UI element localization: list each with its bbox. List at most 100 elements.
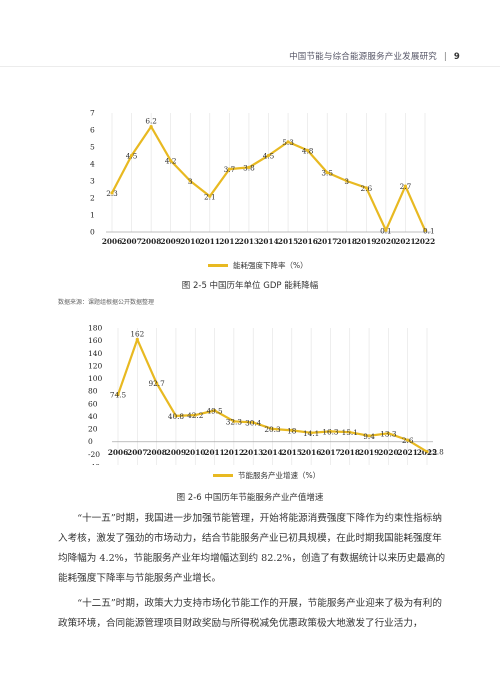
running-header: 中国节能与综合能源服务产业发展研究 | 9 <box>289 50 460 62</box>
figure-2-5-caption: 图 2-5 中国历年单位 GDP 能耗降幅 <box>181 281 319 291</box>
chart1-data-label: 2.1 <box>204 192 216 201</box>
chart2-data-label: 32.3 <box>226 417 243 426</box>
chart2-data-point <box>174 414 178 418</box>
chart2-data-point <box>251 420 255 425</box>
chart2-ytick-label: -40 <box>88 463 100 466</box>
chart2-data-label: 18 <box>287 426 297 435</box>
chart2-ytick-label: 140 <box>88 349 103 358</box>
chart1-data-point <box>149 125 153 129</box>
chart2-data-point <box>212 408 217 413</box>
chart2-data-label: 15.1 <box>342 428 358 437</box>
chart1-data-point <box>325 170 329 175</box>
chart2-data-point <box>193 413 197 417</box>
chart2-xtick-label: 2019 <box>359 448 379 457</box>
chart1-xtick-label: 2021 <box>395 237 415 246</box>
chart1-data-label: 2.6 <box>361 184 373 193</box>
chart2-data-label: 14.1 <box>303 429 319 438</box>
chart2-data-label: 20.3 <box>264 425 281 434</box>
chart2-xtick-label: 2008 <box>146 448 166 457</box>
chart1-data-label: 0.1 <box>423 226 435 235</box>
chart1-ytick-label: 3 <box>90 177 95 186</box>
chart1-legend-swatch <box>208 264 228 267</box>
chart1-ytick-label: 5 <box>90 143 95 152</box>
chart2-xtick-label: 2010 <box>185 448 205 457</box>
chart1-data-label: 4.5 <box>263 152 275 161</box>
chart1-data-point <box>384 228 388 232</box>
chart1-data-label: 4.5 <box>126 152 138 161</box>
chart2-ytick-label: 100 <box>88 374 103 383</box>
chart2-xtick-label: 2007 <box>127 448 147 457</box>
chart2-legend-label: 节能服务产业增速（%） <box>238 471 321 480</box>
chart-energy-intensity: 0 1 2 3 4 5 6 7 2006 2007 2008 2009 2010 2011 2012 2013… <box>90 109 435 247</box>
chart1-xtick-label: 2012 <box>219 237 239 246</box>
chart2-data-label: -15.8 <box>425 448 444 457</box>
chart1-data-label: 5.3 <box>282 138 294 147</box>
chart2-data-point <box>270 427 275 431</box>
chart1-xtick-label: 2014 <box>258 237 278 246</box>
chart2-ytick-label: 0 <box>88 437 93 446</box>
chart2-xtick-label: 2006 <box>108 448 128 457</box>
chart1-legend-label: 能耗强度下降率（%） <box>233 261 308 270</box>
chart2-data-label: 162 <box>130 329 144 338</box>
chart1-data-label: 4.2 <box>165 157 177 166</box>
chart-service-growth: 180160140120100806040200-20-402006200720… <box>88 324 444 466</box>
paragraph-11th-fyp: “十一五”时期，我国进一步加强节能管理，开始将能源消费强度下降作为约束性指标纳入… <box>58 513 446 584</box>
chart2-xtick-label: 2014 <box>262 448 282 457</box>
chart1-legend: 能耗强度下降率（%） <box>208 260 308 271</box>
chart2-ytick-label: 120 <box>88 361 103 370</box>
chart2-data-label: 74.5 <box>110 391 127 400</box>
chart2-ytick-label: 60 <box>88 399 98 408</box>
chart1-data-label: 3.7 <box>224 165 236 174</box>
chart1-data-point <box>227 167 231 171</box>
chart2-data-point <box>155 381 159 385</box>
chart2-data-label: 42.2 <box>187 411 203 420</box>
chart2-data-point <box>135 337 139 341</box>
chart1-xtick-label: 2016 <box>297 237 317 246</box>
chart2-data-label: 92.7 <box>149 379 166 388</box>
chart1-data-point <box>345 179 349 183</box>
chart1-ytick-label: 7 <box>90 109 95 118</box>
chart2-data-point <box>348 430 352 434</box>
chart1-xtick-label: 2015 <box>278 237 298 246</box>
chart2-xtick-label: 2016 <box>301 448 321 457</box>
chart1-data-point <box>110 191 114 195</box>
chart1-ytick-label: 0 <box>90 228 95 237</box>
chart1-xtick-label: 2013 <box>239 237 259 246</box>
chart1-data-point <box>306 148 310 152</box>
chart1-data-label: 3 <box>344 177 349 186</box>
chart2-ytick-label: 40 <box>88 412 98 421</box>
header-title: 中国节能与综合能源服务产业发展研究 <box>289 52 437 62</box>
chart1-data-label: 3.8 <box>243 163 255 172</box>
chart2-data-point <box>290 428 294 432</box>
header-rule <box>0 66 500 67</box>
chart2-xtick-label: 2017 <box>320 448 340 457</box>
chart2-ytick-label: -20 <box>88 450 100 459</box>
chart2-xtick-label: 2013 <box>243 448 263 457</box>
chart1-xtick-label: 2017 <box>317 237 337 246</box>
chart2-data-point <box>232 419 236 423</box>
chart2-data-label: 9.4 <box>363 432 375 441</box>
chart2-data-label: 16.3 <box>322 427 339 436</box>
chart2-data-label: 30.4 <box>245 419 262 428</box>
chart1-xtick-label: 2018 <box>337 237 357 246</box>
header-separator: | <box>443 52 447 62</box>
chart1-data-label: 2.7 <box>400 182 412 191</box>
chart1-xtick-label: 2022 <box>415 237 435 246</box>
chart2-xtick-label: 2011 <box>204 448 224 457</box>
chart1-data-label: 4.8 <box>302 146 314 155</box>
chart1-data-point <box>403 184 408 188</box>
chart1-data-label: 0.1 <box>380 226 392 235</box>
chart1-ytick-label: 1 <box>90 211 95 220</box>
chart1-xtick-label: 2007 <box>121 237 141 246</box>
page-number: 9 <box>453 52 460 62</box>
chart2-ytick-label: 20 <box>88 425 98 434</box>
chart1-data-point <box>208 194 212 198</box>
chart2-xtick-label: 2009 <box>166 448 186 457</box>
chart2-xtick-label: 2012 <box>224 448 244 457</box>
chart1-data-point <box>286 140 290 144</box>
chart2-data-point <box>367 434 371 438</box>
figure-2-6-caption: 图 2-6 中国历年节能服务产业产值增速 <box>176 493 324 503</box>
chart1-xtick-label: 2020 <box>376 237 396 246</box>
chart2-ytick-label: 180 <box>88 324 103 333</box>
chart1-ytick-label: 2 <box>90 194 95 203</box>
